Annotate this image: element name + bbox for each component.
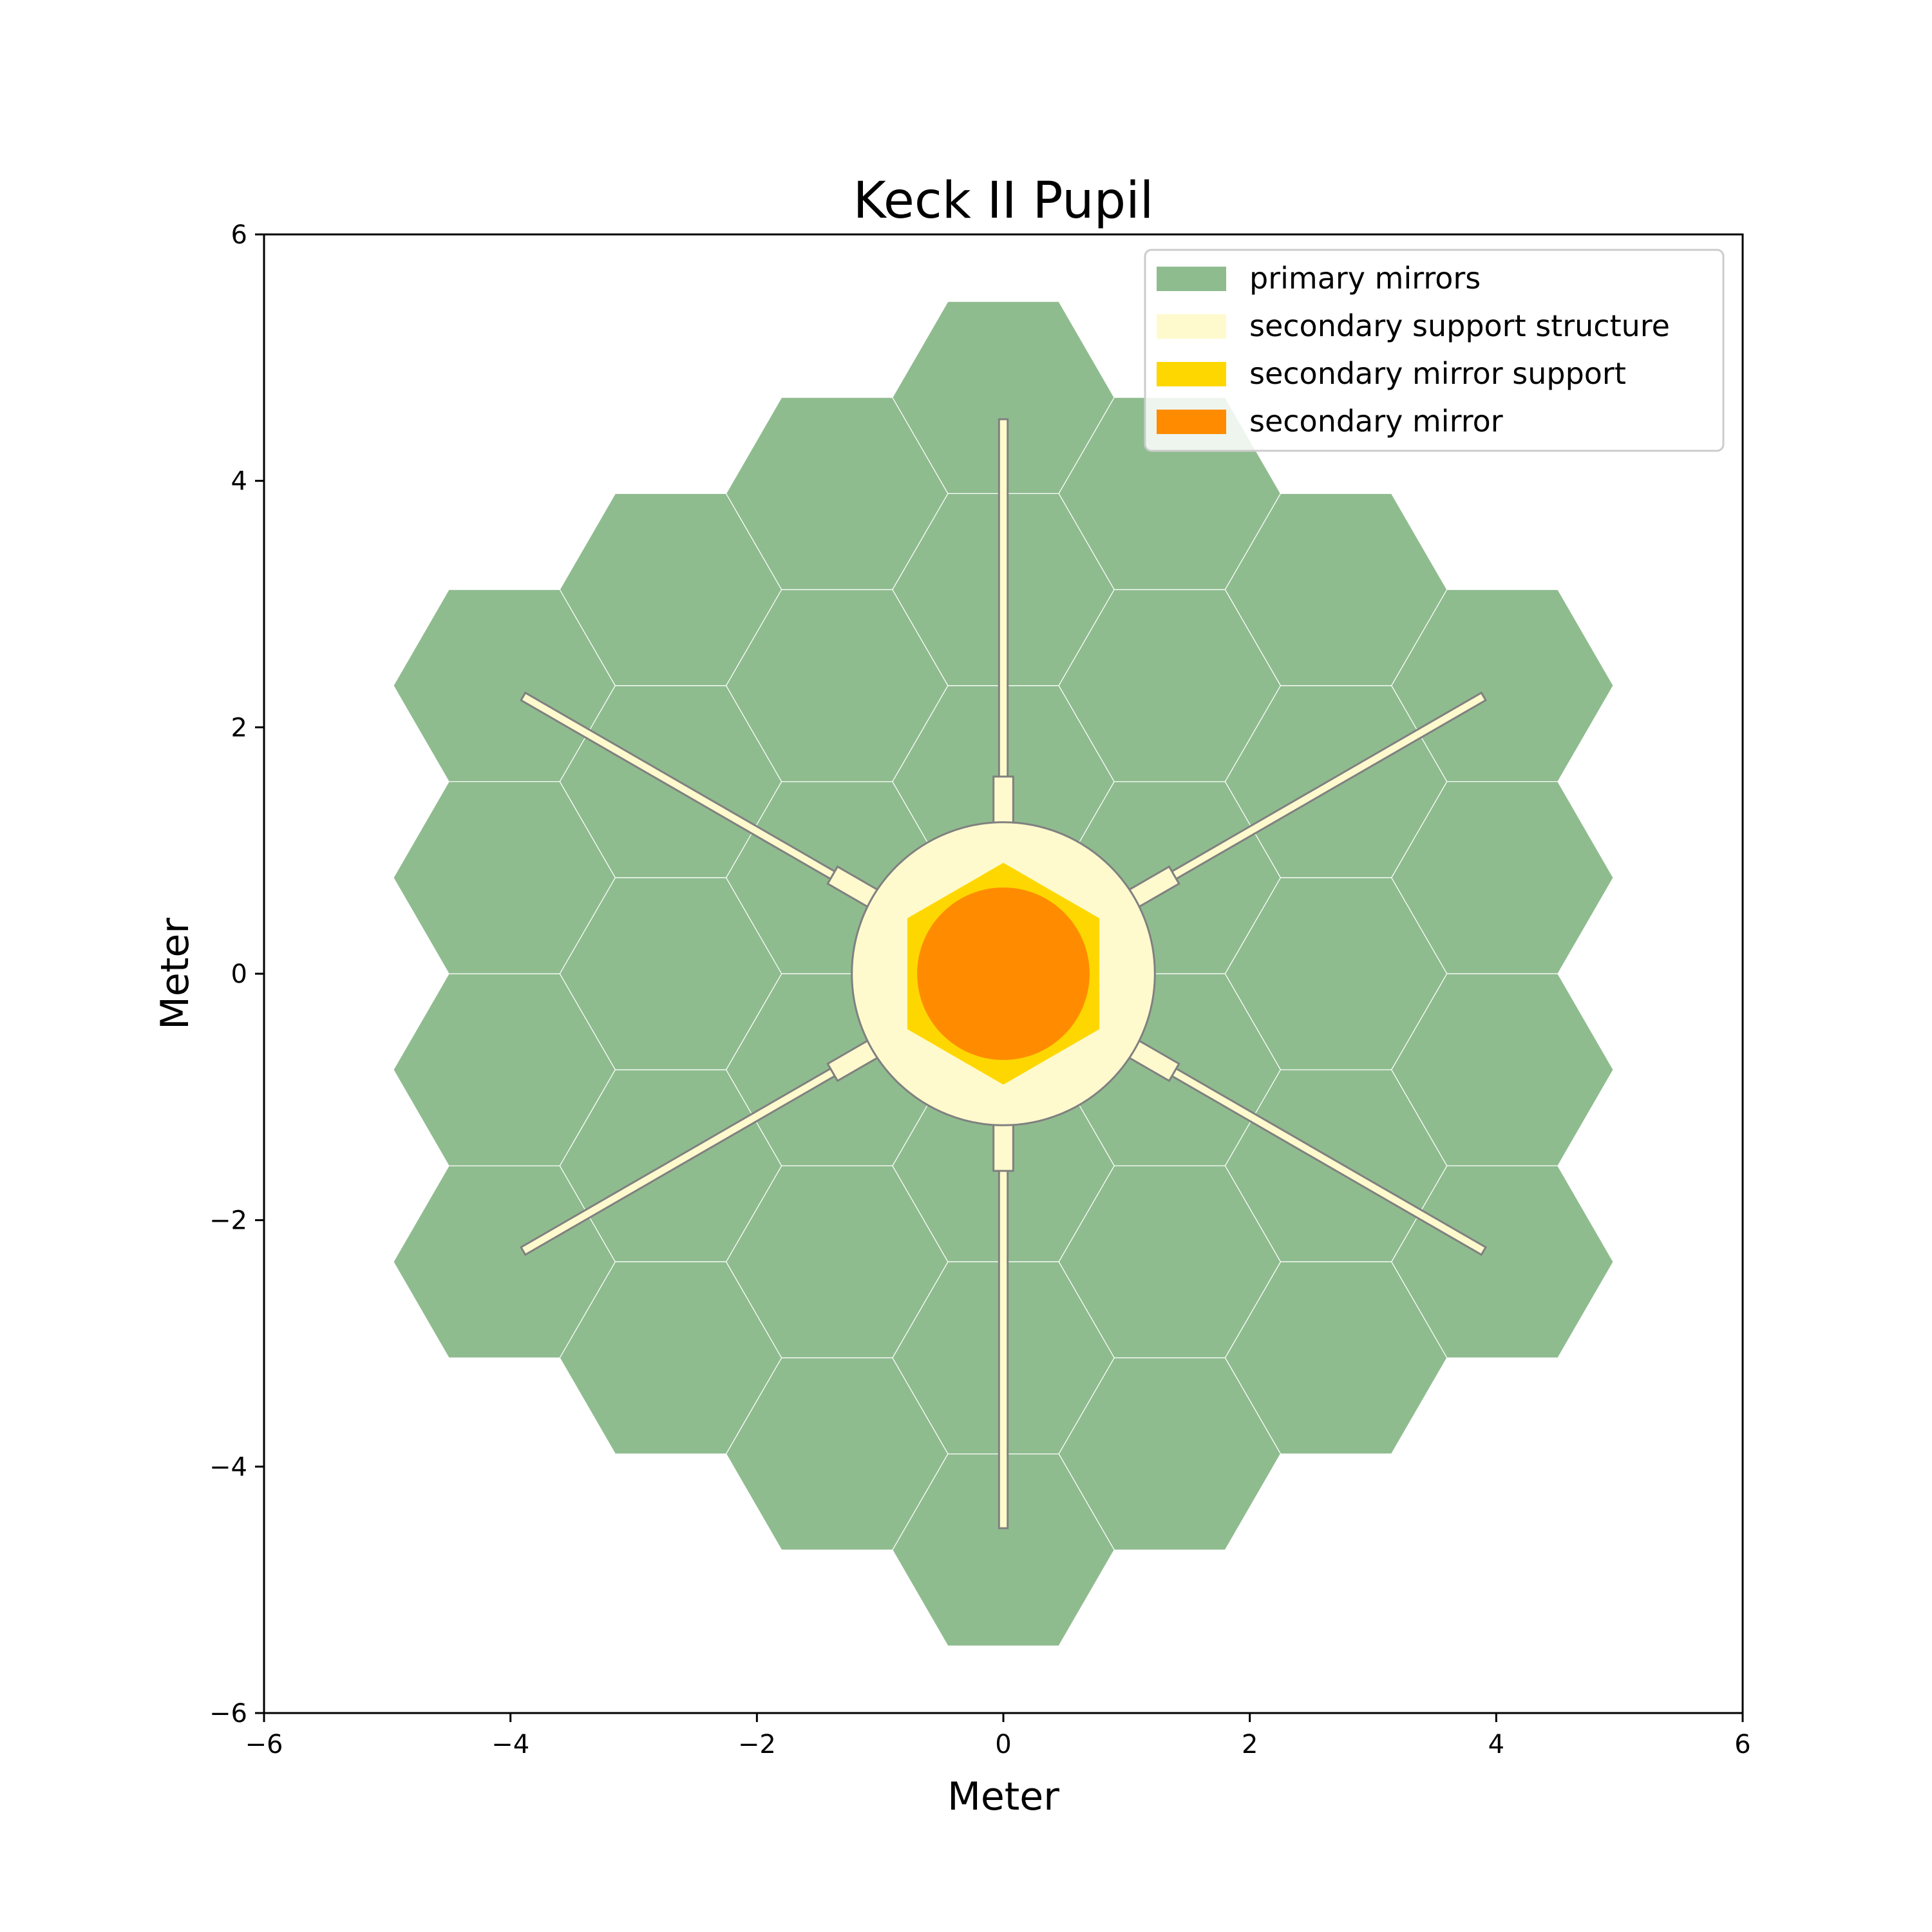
y-tick-label: 6 [231, 220, 247, 250]
x-tick-label: 4 [1488, 1730, 1504, 1759]
legend-label: secondary mirror support [1249, 356, 1626, 391]
x-tick-label: 2 [1242, 1730, 1258, 1759]
legend-label: secondary support structure [1249, 308, 1670, 343]
x-tick-label: −6 [245, 1730, 283, 1759]
legend-label: secondary mirror [1249, 404, 1503, 439]
y-tick-label: −6 [209, 1699, 247, 1728]
x-tick-label: 0 [995, 1730, 1011, 1759]
secondary-mirror [917, 887, 1090, 1060]
y-tick-label: 2 [231, 713, 247, 743]
legend-swatch [1157, 314, 1226, 339]
y-tick-label: 4 [231, 467, 247, 497]
y-tick-label: −4 [209, 1452, 247, 1482]
y-axis-label: Meter [153, 918, 198, 1030]
legend-swatch [1157, 362, 1226, 386]
chart-title: Keck II Pupil [853, 172, 1154, 230]
x-axis-label: Meter [947, 1774, 1059, 1819]
legend: primary mirrors secondary support structu… [1144, 249, 1725, 452]
x-tick-label: −4 [491, 1730, 529, 1759]
legend-swatch [1157, 410, 1226, 434]
plot-area [393, 301, 1614, 1647]
x-tick-label: 6 [1734, 1730, 1750, 1759]
legend-box [1144, 249, 1725, 452]
legend-swatch [1157, 267, 1226, 291]
legend-label: primary mirrors [1249, 261, 1481, 296]
primary-mirror-segment [393, 781, 616, 974]
y-tick-label: 0 [231, 960, 247, 989]
axis-ticks: −6 −4 −2 0 2 4 6 −6 −4 −2 0 2 4 6 [209, 220, 1751, 1759]
secondary-support-structure [519, 418, 1488, 1530]
y-tick-label: −2 [209, 1206, 247, 1236]
x-tick-label: −2 [738, 1730, 776, 1759]
